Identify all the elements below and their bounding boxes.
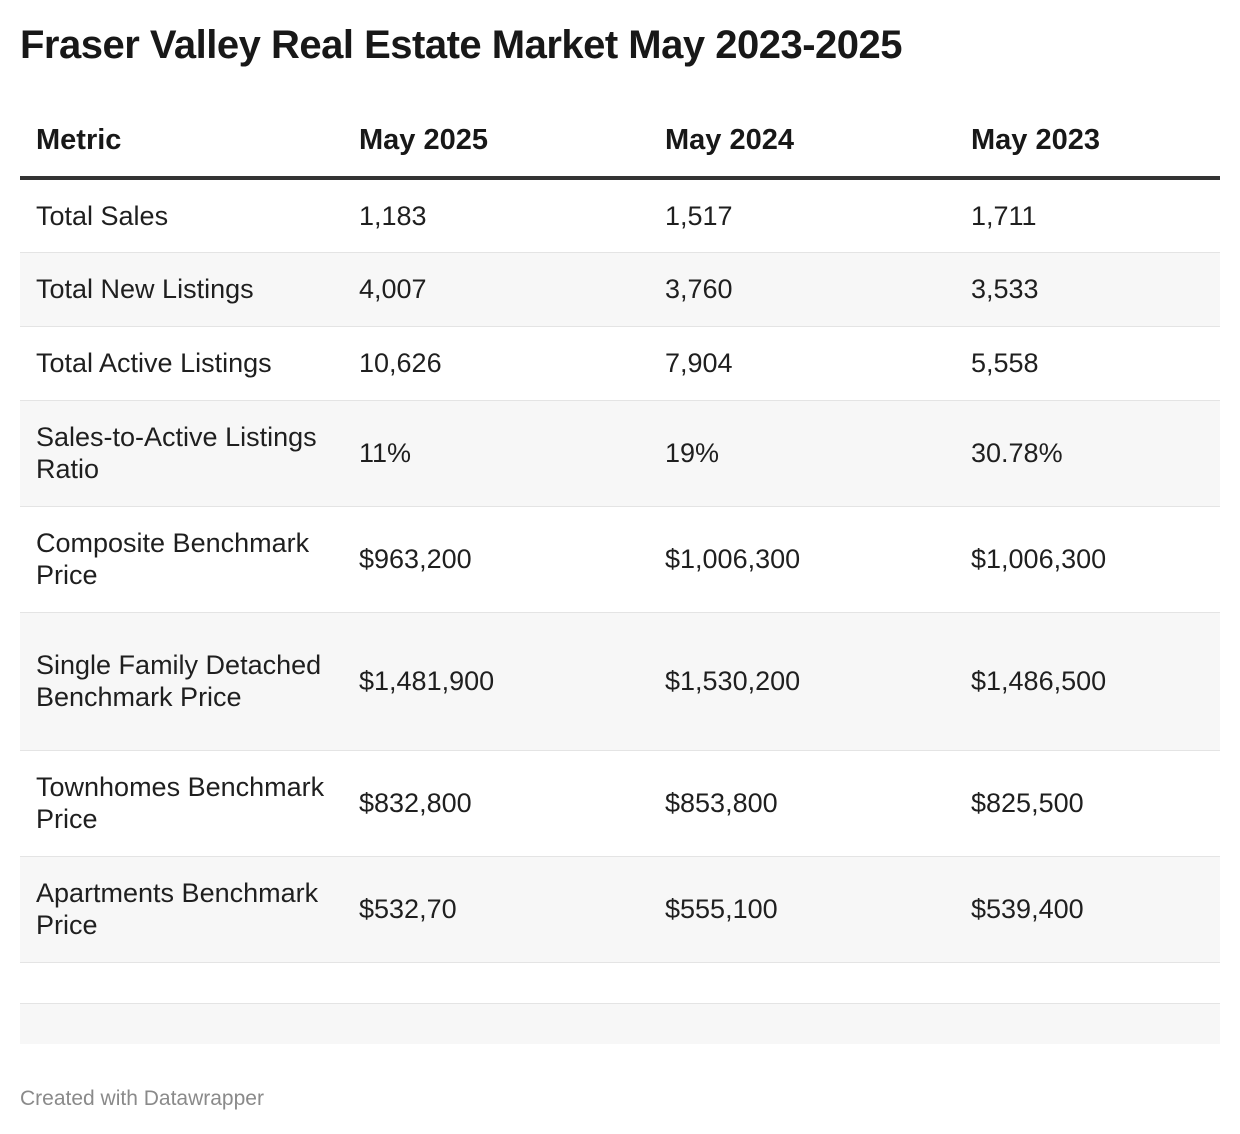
column-header-may-2024[interactable]: May 2024 <box>649 105 955 180</box>
cell-may-2024: $1,006,300 <box>649 506 955 613</box>
cell-metric: Total Active Listings <box>20 326 343 401</box>
cell-may-2024: 7,904 <box>649 326 955 401</box>
cell-may-2024: 19% <box>649 400 955 507</box>
empty-row <box>20 1003 1220 1044</box>
cell-may-2023: 1,711 <box>955 178 1220 253</box>
table-row: Total Sales 1,183 1,517 1,711 <box>20 178 1220 253</box>
cell-may-2025: $1,481,900 <box>343 612 649 751</box>
data-table: Metric May 2025 May 2024 May 2023 Total … <box>20 105 1220 1044</box>
empty-cell <box>955 962 1220 1004</box>
cell-may-2024: $1,530,200 <box>649 612 955 751</box>
cell-may-2023: $539,400 <box>955 856 1220 963</box>
cell-may-2023: $825,500 <box>955 750 1220 857</box>
empty-cell <box>20 962 343 1004</box>
cell-may-2024: 1,517 <box>649 178 955 253</box>
table-row: Apartments Benchmark Price $532,70 $555,10… <box>20 856 1220 963</box>
table-row: Composite Benchmark Price $963,200 $1,006,… <box>20 506 1220 613</box>
table-row: Townhomes Benchmark Price $832,800 $853,80… <box>20 750 1220 857</box>
cell-may-2024: $853,800 <box>649 750 955 857</box>
table-row: Sales-to-Active Listings Ratio 11% 19% 30.7… <box>20 400 1220 507</box>
footer-credit: Created with Datawrapper <box>20 1087 264 1110</box>
cell-metric: Sales-to-Active Listings Ratio <box>20 400 343 507</box>
cell-may-2024: $555,100 <box>649 856 955 963</box>
cell-metric: Total New Listings <box>20 252 343 327</box>
table-row: Single Family Detached Benchmark Price $1… <box>20 612 1220 751</box>
table-row: Total Active Listings 10,626 7,904 5,558 <box>20 326 1220 401</box>
cell-metric: Townhomes Benchmark Price <box>20 750 343 857</box>
empty-cell <box>343 1003 649 1044</box>
cell-may-2025: $832,800 <box>343 750 649 857</box>
column-header-may-2025[interactable]: May 2025 <box>343 105 649 180</box>
table-body: Total Sales 1,183 1,517 1,711 Total New List… <box>20 178 1220 1044</box>
cell-metric: Apartments Benchmark Price <box>20 856 343 963</box>
empty-cell <box>20 1003 343 1044</box>
column-header-may-2023[interactable]: May 2023 <box>955 105 1220 180</box>
cell-may-2025: 11% <box>343 400 649 507</box>
cell-may-2023: 30.78% <box>955 400 1220 507</box>
cell-may-2025: 10,626 <box>343 326 649 401</box>
table-header-row: Metric May 2025 May 2024 May 2023 <box>20 105 1220 180</box>
cell-may-2023: $1,006,300 <box>955 506 1220 613</box>
cell-may-2025: 4,007 <box>343 252 649 327</box>
cell-metric: Composite Benchmark Price <box>20 506 343 613</box>
empty-cell <box>649 1003 955 1044</box>
column-header-metric[interactable]: Metric <box>20 105 343 180</box>
empty-cell <box>343 962 649 1004</box>
cell-may-2023: $1,486,500 <box>955 612 1220 751</box>
chart-title: Fraser Valley Real Estate Market May 202… <box>20 23 903 67</box>
cell-may-2025: $532,70 <box>343 856 649 963</box>
cell-may-2023: 3,533 <box>955 252 1220 327</box>
table-row: Total New Listings 4,007 3,760 3,533 <box>20 252 1220 327</box>
empty-cell <box>649 962 955 1004</box>
cell-metric: Total Sales <box>20 178 343 253</box>
cell-may-2023: 5,558 <box>955 326 1220 401</box>
cell-may-2025: $963,200 <box>343 506 649 613</box>
cell-metric: Single Family Detached Benchmark Price <box>20 612 343 751</box>
cell-may-2024: 3,760 <box>649 252 955 327</box>
cell-may-2025: 1,183 <box>343 178 649 253</box>
empty-cell <box>955 1003 1220 1044</box>
empty-row <box>20 962 1220 1004</box>
